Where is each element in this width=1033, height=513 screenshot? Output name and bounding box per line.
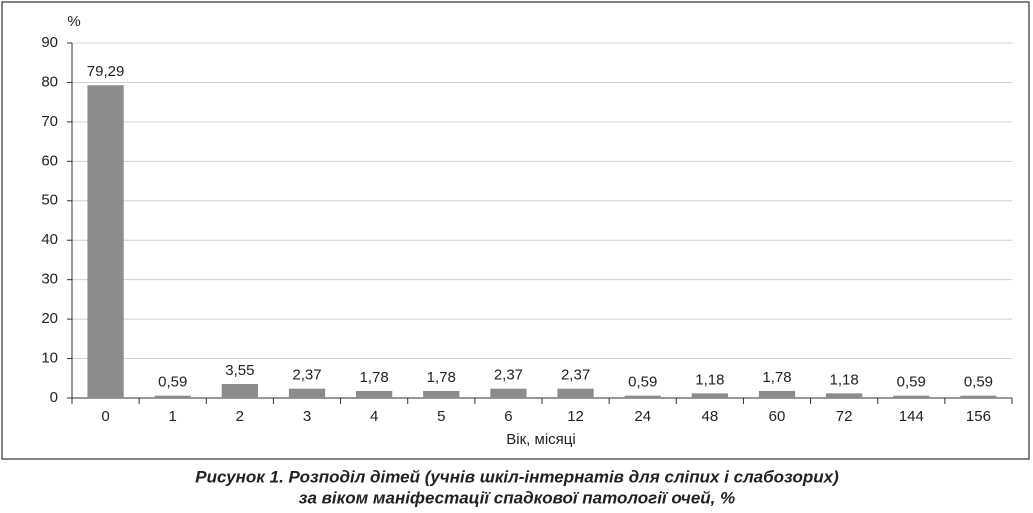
value-label: 2,37 (494, 367, 523, 384)
x-tick-label: 3 (303, 408, 311, 425)
y-tick-label: 40 (41, 231, 58, 248)
x-tick-label: 0 (101, 408, 109, 425)
value-label: 0,59 (628, 374, 657, 391)
value-label: 1,78 (762, 369, 791, 386)
bar (893, 395, 930, 398)
value-label: 0,59 (158, 374, 187, 391)
x-tick-label: 60 (769, 408, 786, 425)
value-label: 1,78 (360, 369, 389, 386)
x-tick-label: 72 (836, 408, 853, 425)
value-label: 3,55 (225, 362, 254, 379)
bar (288, 388, 326, 398)
y-tick-label: 0 (50, 389, 58, 406)
y-tick-label: 70 (41, 113, 58, 130)
bar (490, 388, 527, 398)
bar (960, 395, 997, 398)
bar (221, 383, 258, 398)
bar (691, 393, 728, 398)
x-tick-label: 2 (236, 408, 244, 425)
x-tick-label: 156 (966, 408, 991, 425)
bar (154, 395, 191, 398)
value-label: 2,37 (292, 367, 321, 384)
caption-line: за віком маніфестації спадкової патологі… (299, 488, 735, 507)
y-tick-label: 50 (41, 192, 58, 209)
x-tick-label: 144 (899, 408, 924, 425)
value-label: 2,37 (561, 367, 590, 384)
y-tick-label: 80 (41, 73, 58, 90)
x-axis-label: Вік, місяці (506, 431, 575, 448)
x-tick-label: 4 (370, 408, 378, 425)
bar (624, 395, 661, 398)
chart-frame (1, 1, 1030, 460)
bar (758, 390, 796, 398)
x-tick-label: 24 (634, 408, 651, 425)
bar (356, 390, 393, 398)
bar (826, 393, 863, 398)
value-label: 1,18 (695, 371, 724, 388)
bar (557, 388, 594, 398)
y-tick-label: 90 (41, 34, 58, 51)
y-tick-label: 20 (41, 310, 58, 327)
x-tick-label: 5 (437, 408, 445, 425)
x-tick-label: 1 (169, 408, 177, 425)
bar (423, 390, 460, 398)
value-label: 79,29 (87, 63, 125, 80)
y-tick-label: 60 (41, 152, 58, 169)
caption-line: Рисунок 1. Розподіл дітей (учнів шкіл-ін… (195, 467, 839, 486)
bar (87, 85, 124, 399)
y-axis-label: % (67, 13, 80, 30)
value-label: 1,18 (830, 371, 859, 388)
value-label: 0,59 (964, 374, 993, 391)
x-tick-label: 48 (702, 408, 719, 425)
x-tick-label: 6 (504, 408, 512, 425)
value-label: 0,59 (897, 374, 926, 391)
value-label: 1,78 (427, 369, 456, 386)
y-tick-label: 30 (41, 271, 58, 288)
y-tick-label: 10 (41, 350, 58, 367)
x-tick-label: 12 (567, 408, 584, 425)
